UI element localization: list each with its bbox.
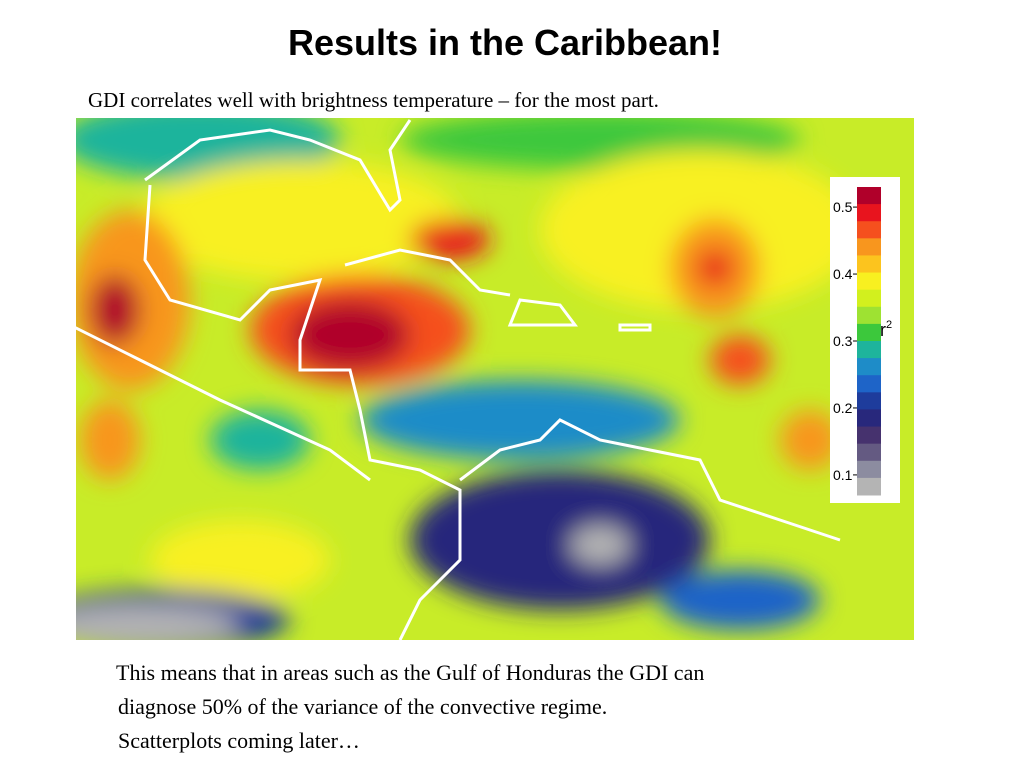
colorbar-cell (857, 358, 881, 376)
colorbar-cell (857, 409, 881, 428)
colorbar-cell (857, 392, 881, 410)
colorbar-tick-label: 0.1 (833, 467, 853, 483)
body-line: This means that in areas such as the Gul… (116, 660, 705, 685)
colorbar-cell (857, 306, 881, 325)
colorbar-cell (857, 426, 881, 445)
colorbar-cell (857, 443, 881, 462)
colorbar-tick-label: 0.4 (833, 266, 853, 282)
slide-title: Results in the Caribbean! (287, 22, 723, 63)
colorbar-label-sup: 2 (886, 319, 892, 331)
colorbar-cell (857, 341, 881, 359)
colorbar-cell (857, 187, 881, 205)
colorbar-tick-label: 0.3 (833, 333, 853, 349)
colorbar-cell (857, 289, 881, 308)
colorbar-label-base: r (880, 320, 886, 340)
colorbar-cell (857, 221, 881, 239)
colorbar-cell (857, 238, 881, 256)
colorbar-cell (857, 323, 881, 342)
correlation-map (76, 118, 914, 640)
colorbar-cell (857, 460, 881, 479)
colorbar: 0.5 0.4 0.3 0.2 0.1 (833, 187, 881, 496)
colorbar-tick-label: 0.5 (833, 199, 853, 215)
body-text: This means that in areas such as the Gul… (116, 656, 704, 758)
colorbar-cell (857, 255, 881, 274)
colorbar-label: r2 (880, 319, 892, 340)
coastline (76, 119, 841, 640)
colorbar-tick-label: 0.2 (833, 400, 853, 416)
colorbar-cell (857, 477, 881, 496)
colorbar-cell (857, 272, 881, 291)
colorbar-cell (857, 375, 881, 393)
body-line: Scatterplots coming later… (118, 728, 360, 753)
colorbar-cell (857, 204, 881, 222)
subtitle: GDI correlates well with brightness temp… (88, 88, 659, 112)
body-line: diagnose 50% of the variance of the conv… (118, 694, 608, 719)
